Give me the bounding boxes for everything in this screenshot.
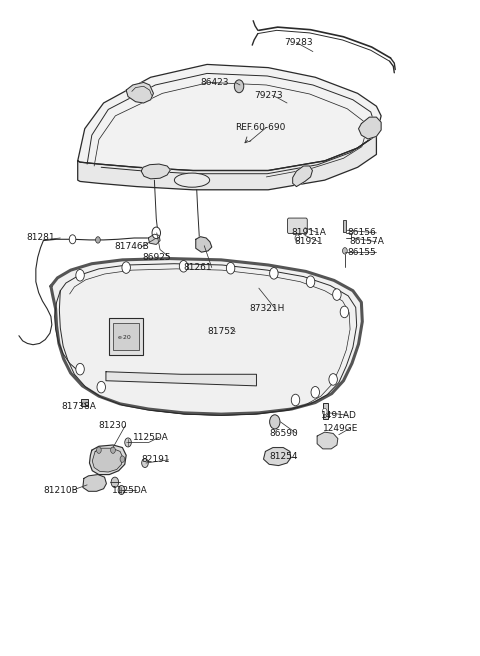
- Text: 79273: 79273: [254, 91, 283, 100]
- Circle shape: [125, 438, 132, 447]
- Circle shape: [180, 260, 188, 272]
- Circle shape: [118, 485, 125, 495]
- Circle shape: [142, 459, 148, 468]
- Polygon shape: [106, 372, 256, 386]
- Text: REF.60-690: REF.60-690: [235, 123, 286, 132]
- Text: 81738A: 81738A: [61, 402, 96, 411]
- FancyBboxPatch shape: [109, 318, 143, 355]
- Polygon shape: [89, 445, 126, 474]
- Circle shape: [270, 415, 280, 429]
- Text: 82191: 82191: [141, 455, 170, 464]
- Circle shape: [69, 235, 76, 244]
- Text: 81261: 81261: [183, 263, 212, 272]
- Circle shape: [76, 363, 84, 375]
- Polygon shape: [126, 83, 154, 103]
- Text: 86156: 86156: [347, 228, 376, 237]
- Circle shape: [311, 386, 320, 398]
- Circle shape: [329, 374, 337, 385]
- Circle shape: [110, 447, 115, 453]
- Bar: [344, 220, 346, 232]
- Text: 1249GE: 1249GE: [323, 424, 358, 433]
- Polygon shape: [141, 164, 170, 179]
- Text: 81254: 81254: [270, 452, 298, 461]
- Polygon shape: [78, 135, 376, 190]
- Text: 81746B: 81746B: [114, 243, 149, 251]
- Circle shape: [120, 456, 125, 462]
- Text: 81230: 81230: [98, 421, 127, 430]
- FancyBboxPatch shape: [288, 218, 307, 234]
- FancyBboxPatch shape: [113, 323, 139, 350]
- Text: 86155: 86155: [347, 248, 376, 256]
- Text: 86925: 86925: [142, 253, 171, 262]
- Circle shape: [295, 235, 300, 241]
- Text: 86590: 86590: [270, 429, 299, 438]
- Polygon shape: [317, 432, 338, 449]
- Text: 81911A: 81911A: [292, 228, 326, 237]
- Text: 81281: 81281: [26, 234, 55, 243]
- Polygon shape: [359, 117, 381, 139]
- Polygon shape: [51, 258, 362, 414]
- Circle shape: [291, 394, 300, 406]
- Circle shape: [76, 270, 84, 281]
- Circle shape: [333, 289, 341, 300]
- Text: 87321H: 87321H: [250, 304, 285, 313]
- Text: 81921: 81921: [295, 237, 323, 247]
- Circle shape: [343, 248, 347, 254]
- Polygon shape: [78, 64, 381, 171]
- Circle shape: [97, 381, 106, 393]
- Circle shape: [96, 447, 101, 453]
- Circle shape: [340, 306, 348, 318]
- Text: 1491AD: 1491AD: [321, 411, 357, 420]
- Circle shape: [306, 276, 315, 287]
- Ellipse shape: [174, 173, 210, 187]
- Text: 81752: 81752: [207, 327, 236, 337]
- Text: 1125DA: 1125DA: [112, 485, 148, 495]
- Polygon shape: [148, 234, 160, 245]
- Polygon shape: [83, 474, 107, 491]
- Text: e·20: e·20: [118, 335, 132, 340]
- Circle shape: [152, 227, 160, 239]
- Circle shape: [227, 262, 235, 274]
- Text: 86423: 86423: [200, 78, 228, 87]
- Polygon shape: [92, 448, 122, 472]
- Text: 1125DA: 1125DA: [133, 433, 168, 441]
- Polygon shape: [264, 447, 291, 466]
- Polygon shape: [196, 237, 212, 252]
- Bar: [323, 403, 328, 419]
- Circle shape: [234, 80, 244, 92]
- Circle shape: [111, 477, 119, 487]
- Circle shape: [323, 408, 327, 415]
- Circle shape: [122, 262, 131, 274]
- Circle shape: [96, 237, 100, 243]
- Bar: [81, 399, 87, 407]
- Text: 79283: 79283: [285, 38, 313, 47]
- Polygon shape: [293, 166, 312, 186]
- Circle shape: [270, 268, 278, 279]
- Text: 86157A: 86157A: [349, 237, 384, 247]
- Text: 81210B: 81210B: [43, 485, 78, 495]
